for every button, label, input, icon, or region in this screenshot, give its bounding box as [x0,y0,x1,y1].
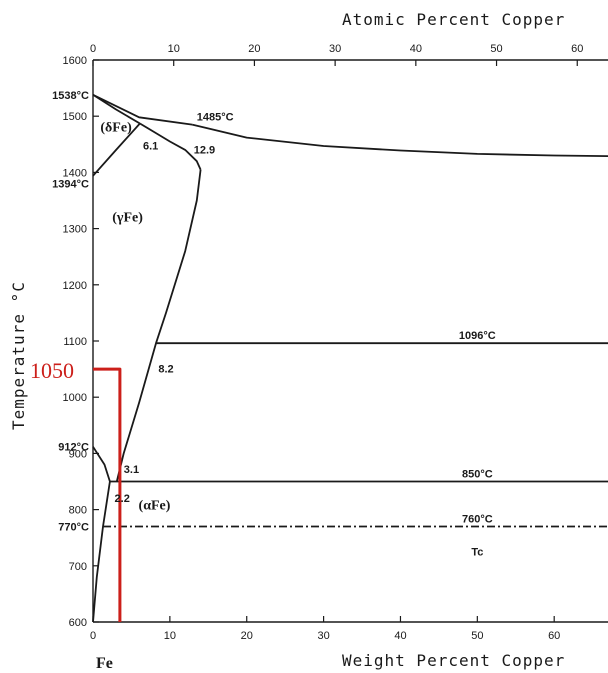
x-top-tick-label: 0 [90,43,96,55]
phase-boundary-line [92,446,111,482]
element-label: Fe [96,655,113,672]
annotation-label: Tc [471,546,483,558]
annotations: 1538°C 1485°C (δFe) 6.1 12.9 1394°C (γFe) 8.2 10… [52,90,496,558]
y-tick-label: 600 [69,617,87,629]
phase-boundary-line [191,123,608,157]
x-bottom-tick-label: 40 [394,630,406,642]
y-tick-label: 1100 [63,336,87,348]
phase-boundary-line [92,94,141,125]
x-bottom-tick-label: 50 [471,630,483,642]
annotation-label: 770°C [58,521,89,533]
x-bottom-tick-label: 10 [164,630,176,642]
y-tick-label: 1500 [63,111,87,123]
x-bottom-axis-ticks: 0 10 20 30 40 50 60 [90,616,560,642]
annotation-label: (δFe) [100,120,132,135]
phase-boundary-line [115,169,202,482]
annotation-label: 1096°C [459,330,496,342]
x-top-tick-label: 30 [329,43,341,55]
x-top-tick-label: 60 [571,43,583,55]
annotation-label: 1538°C [52,90,89,102]
annotation-label: 1394°C [52,179,89,191]
y-axis-ticks: 600 700 800 900 1000 1100 1200 1300 1400 1500 1600 [63,55,99,629]
x-top-axis-ticks: 0 10 20 30 40 50 60 [90,43,583,66]
x-bottom-tick-label: 20 [241,630,253,642]
axis-frame [92,59,608,623]
annotation-label: 850°C [462,469,493,481]
x-top-tick-label: 10 [168,43,180,55]
y-tick-label: 800 [69,505,87,517]
annotation-label: (γFe) [112,210,143,225]
annotation-label: 1485°C [197,112,234,124]
y-tick-label: 1200 [63,280,87,292]
annotation-label: 12.9 [194,144,215,156]
y-tick-label: 700 [69,561,87,573]
annotation-label: 3.1 [124,464,139,476]
y-tick-label: 1600 [63,55,87,67]
x-bottom-tick-label: 0 [90,630,96,642]
y-tick-label: 1400 [63,167,87,179]
x-top-tick-label: 50 [490,43,502,55]
annotation-label: 8.2 [158,364,173,376]
y-tick-label: 1300 [63,224,87,236]
x-top-axis-title: Atomic Percent Copper [342,10,565,29]
x-bottom-tick-label: 30 [317,630,329,642]
phase-boundaries [92,93,608,623]
phase-boundary-line [92,93,193,126]
marker-guide-line [93,367,122,622]
y-tick-label: 900 [69,448,87,460]
x-bottom-axis-title: Weight Percent Copper [342,651,565,670]
annotation-label: (αFe) [139,499,171,514]
phase-boundary-line [92,122,141,177]
x-top-tick-label: 20 [248,43,260,55]
marker-label: 1050 [30,358,74,383]
y-axis-title: Temperature °C [9,281,28,430]
annotation-label: 760°C [462,513,493,525]
x-top-tick-label: 40 [410,43,422,55]
annotation-label: 6.1 [143,141,158,153]
phase-boundary-line [139,122,202,170]
annotation-label: 2.2 [115,493,130,505]
y-tick-label: 1000 [63,392,87,404]
annotation-label: 912°C [58,442,89,454]
x-bottom-tick-label: 60 [548,630,560,642]
phase-boundary-line [92,481,111,623]
